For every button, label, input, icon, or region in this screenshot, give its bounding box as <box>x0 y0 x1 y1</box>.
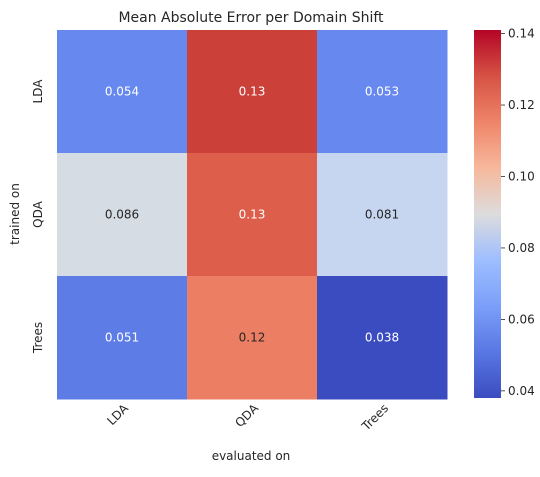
heatmap-cell <box>187 153 318 277</box>
y-tick-label: LDA <box>31 79 45 104</box>
colorbar-tick-label: 0.14 <box>508 27 535 41</box>
heatmap-cell <box>317 30 448 154</box>
cell-value-label: 0.086 <box>105 208 139 222</box>
cell-value-label: 0.13 <box>239 85 266 99</box>
colorbar <box>474 30 501 398</box>
x-axis-ticks: LDA QDA Trees <box>104 401 391 434</box>
heatmap-cells <box>57 30 448 400</box>
heatmap-cell <box>57 30 188 154</box>
y-tick-label: Trees <box>31 322 45 354</box>
y-axis-ticks: LDA QDA Trees <box>31 79 45 354</box>
cell-value-label: 0.081 <box>365 208 399 222</box>
colorbar-tick-label: 0.12 <box>508 98 535 112</box>
heatmap-cell <box>317 276 448 400</box>
y-tick-label: QDA <box>31 200 45 227</box>
heatmap-cell <box>187 276 318 400</box>
x-tick-label: QDA <box>232 401 261 430</box>
colorbar-tick-label: 0.10 <box>508 169 535 183</box>
heatmap-cell <box>57 276 188 400</box>
heatmap-cell-labels: 0.054 0.13 0.053 0.086 0.13 0.081 0.051 0.12 0.0… <box>105 85 399 345</box>
heatmap-cell <box>187 30 318 154</box>
cell-value-label: 0.12 <box>239 331 266 345</box>
colorbar-tick-label: 0.04 <box>508 384 535 398</box>
x-tick-label: Trees <box>358 401 391 434</box>
cell-value-label: 0.13 <box>239 208 266 222</box>
cell-value-label: 0.038 <box>365 331 399 345</box>
heatmap-cell <box>317 153 448 277</box>
chart-title: Mean Absolute Error per Domain Shift <box>118 10 384 26</box>
heatmap-cell <box>57 153 188 277</box>
cell-value-label: 0.051 <box>105 331 139 345</box>
x-tick-label: LDA <box>104 401 131 428</box>
cell-value-label: 0.053 <box>365 85 399 99</box>
colorbar-tick-label: 0.06 <box>508 312 535 326</box>
colorbar-ticks: 0.04 0.06 0.08 0.10 0.12 0.14 <box>501 27 535 398</box>
y-axis-label: trained on <box>8 183 22 245</box>
cell-value-label: 0.054 <box>105 85 139 99</box>
colorbar-tick-label: 0.08 <box>508 241 535 255</box>
x-axis-label: evaluated on <box>212 449 291 463</box>
